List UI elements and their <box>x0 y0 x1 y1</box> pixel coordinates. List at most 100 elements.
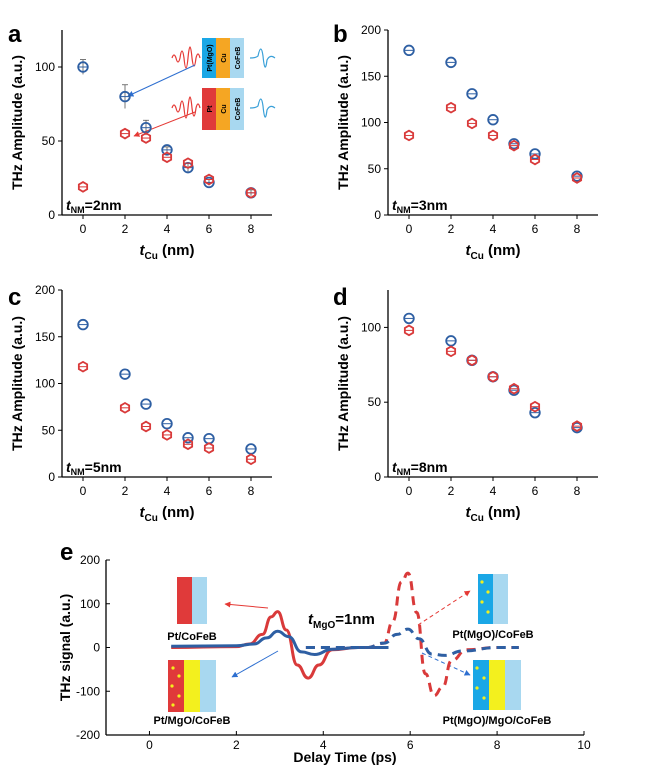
y-tick-label: 200 <box>80 553 100 567</box>
y-tick-label: 150 <box>361 69 381 83</box>
x-tick-label: 4 <box>490 222 497 236</box>
stack-ptmgo-cofeb <box>478 574 508 624</box>
inset-bottom-layer-3: CoFeB <box>235 98 242 121</box>
panel-d: 0 2 4 6 8 0 50 100 tCu (nm) THz Amplitude (a.u.) t… <box>335 290 598 524</box>
panel-b: 0 2 4 6 8 0 50 100 150 200 tCu (nm) THz Amplitude (… <box>335 23 598 262</box>
x-axis-label: tCu (nm) <box>465 504 520 524</box>
data-point-red-hexagon <box>466 354 478 367</box>
x-tick-label: 2 <box>122 484 129 498</box>
inset-bottom-stack: Pt Cu CoFeB <box>202 88 244 130</box>
data-point-red-hexagon <box>403 129 415 142</box>
data-point-red-hexagon <box>77 181 89 193</box>
y-axis-label: THz Amplitude (a.u.) <box>335 316 351 451</box>
y-tick-label: 100 <box>35 60 55 74</box>
y-axis-label: THz signal (a.u.) <box>57 594 73 701</box>
x-tick-label: 0 <box>146 738 153 752</box>
panel-e: 0 2 4 6 8 10 -200 -100 0 100 200 Delay Time (ps) THz… <box>57 553 591 765</box>
data-point-red-hexagon <box>161 429 173 441</box>
x-tick-label: 4 <box>164 222 171 236</box>
panel-c: 0 2 4 6 8 0 50 100 150 200 tCu (nm) THz Amplitude (… <box>9 283 272 524</box>
inset-top-layer-3: CoFeB <box>235 47 242 70</box>
thz-wave-bottom-icon <box>249 98 276 118</box>
arrow-ptmgo-cofeb <box>417 590 471 626</box>
data-point-red-hexagon <box>245 453 257 466</box>
x-tick-label: 8 <box>494 738 501 752</box>
stack-pt-mgo-cofeb <box>168 660 216 712</box>
data-point-red-hexagon <box>529 153 541 166</box>
x-tick-label: 6 <box>532 484 539 498</box>
label-pt-cofeb: Pt/CoFeB <box>167 631 217 643</box>
panel-a: 0 2 4 6 8 0 50 100 tCu (nm) THz Amplitude (a.u.) t… <box>9 30 272 262</box>
label-ptmgo-cofeb: Pt(MgO)/CoFeB <box>452 629 533 641</box>
panel-letter-b: b <box>333 21 348 48</box>
x-axis-label: tCu (nm) <box>139 504 194 524</box>
y-tick-label: -100 <box>76 684 100 698</box>
y-tick-label: 50 <box>42 423 56 437</box>
data-point-red-hexagon <box>466 117 478 130</box>
data-point-red-hexagon <box>140 132 152 144</box>
x-tick-label: 2 <box>448 484 455 498</box>
panel-e-schematics <box>168 574 521 712</box>
x-tick-label: 8 <box>248 222 255 236</box>
x-tick-label: 8 <box>248 484 255 498</box>
thickness-annotation: tNM=8nm <box>392 459 448 477</box>
y-tick-label: 150 <box>35 330 55 344</box>
panel-letter-c: c <box>8 284 21 311</box>
panel-letter-a: a <box>8 21 22 48</box>
signal-line-blue-dashed <box>305 627 519 657</box>
label-ptmgo-mgo-cofeb: Pt(MgO)/MgO/CoFeB <box>443 715 552 727</box>
x-tick-label: 4 <box>490 484 497 498</box>
data-point-red-hexagon <box>119 127 131 140</box>
arrow-pt-cofeb <box>224 601 269 609</box>
y-tick-label: -200 <box>76 728 100 742</box>
thickness-annotation: tNM=3nm <box>392 197 448 215</box>
y-tick-label: 200 <box>361 23 381 37</box>
stack-pt-cofeb <box>177 577 207 624</box>
y-tick-label: 100 <box>80 597 100 611</box>
inset-arrow-blue <box>127 64 196 97</box>
data-point-red-hexagon <box>445 345 457 358</box>
y-tick-label: 200 <box>35 283 55 297</box>
x-tick-label: 6 <box>407 738 414 752</box>
y-tick-label: 100 <box>361 320 381 334</box>
arrow-pt-mgo-cofeb <box>231 650 279 678</box>
y-tick-label: 50 <box>368 162 382 176</box>
label-pt-mgo-cofeb: Pt/MgO/CoFeB <box>154 715 231 727</box>
data-point-red-hexagon <box>487 370 499 383</box>
x-tick-label: 8 <box>574 484 581 498</box>
x-tick-label: 6 <box>206 222 213 236</box>
panel-a-inset: Pt(MgO) Cu CoFeB Pt Cu CoFeB <box>127 38 276 137</box>
y-tick-label: 100 <box>35 377 55 391</box>
y-tick-label: 0 <box>48 208 55 222</box>
x-tick-label: 6 <box>206 484 213 498</box>
data-point-red-hexagon <box>203 442 215 454</box>
inset-top-layer-2: Cu <box>221 53 228 62</box>
y-tick-label: 0 <box>374 470 381 484</box>
data-point-red-hexagon <box>529 400 541 413</box>
thz-wave-top-icon <box>249 48 276 68</box>
inset-bottom-layer-2: Cu <box>221 104 228 113</box>
y-axis-label: THz Amplitude (a.u.) <box>335 55 351 190</box>
stack-ptmgo-mgo-cofeb <box>473 660 521 710</box>
y-axis-label: THz Amplitude (a.u.) <box>9 316 25 451</box>
data-point-red-hexagon <box>445 101 457 114</box>
pump-pulse-bottom-icon <box>171 96 201 119</box>
thickness-annotation: tNM=5nm <box>66 459 122 477</box>
y-tick-label: 0 <box>48 470 55 484</box>
data-point-red-hexagon <box>571 420 583 432</box>
inset-top-stack: Pt(MgO) Cu CoFeB <box>202 38 244 78</box>
x-tick-label: 0 <box>406 484 413 498</box>
y-axis-label: THz Amplitude (a.u.) <box>9 55 25 190</box>
x-axis-label: Delay Time (ps) <box>293 749 396 765</box>
x-axis-label: tCu (nm) <box>465 242 520 262</box>
data-point-red-hexagon <box>571 172 583 184</box>
inset-top-layer-1: Pt(MgO) <box>207 44 214 71</box>
data-point-red-hexagon <box>119 401 131 414</box>
x-tick-label: 2 <box>448 222 455 236</box>
x-tick-label: 0 <box>80 484 87 498</box>
x-tick-label: 4 <box>320 738 327 752</box>
x-tick-label: 0 <box>80 222 87 236</box>
data-point-red-hexagon <box>182 157 194 170</box>
x-tick-label: 10 <box>577 738 591 752</box>
